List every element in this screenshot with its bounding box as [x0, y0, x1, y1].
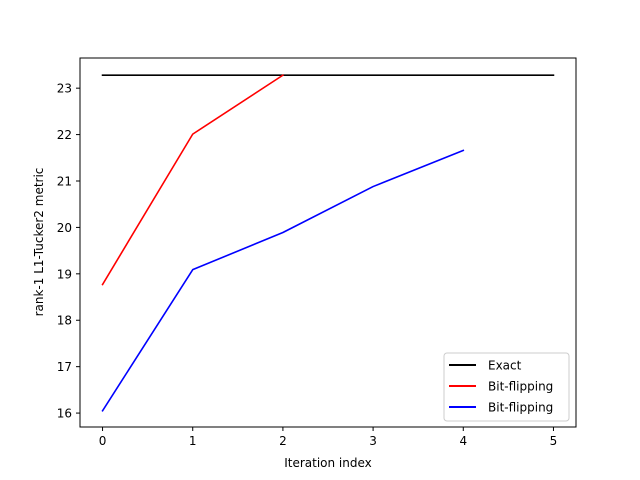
legend: Exact Bit-flipping Bit-flipping — [443, 352, 570, 422]
series-line-1 — [101, 74, 285, 286]
y-tick-label: 20 — [57, 221, 72, 235]
y-tick-label: 22 — [57, 128, 72, 142]
x-tick-label: 0 — [99, 434, 107, 448]
x-tick-label: 4 — [459, 434, 467, 448]
x-tick-label: 1 — [189, 434, 197, 448]
legend-label-bit-flipping-blue: Bit-flipping — [488, 401, 553, 415]
y-tick-label: 18 — [57, 314, 72, 328]
legend-label-exact: Exact — [488, 359, 522, 373]
series-line-2 — [101, 149, 465, 412]
plot-area-frame — [79, 57, 577, 428]
x-tick-label: 3 — [369, 434, 377, 448]
x-tick-label: 5 — [550, 434, 558, 448]
x-axis-label: Iteration index — [284, 456, 372, 470]
y-axis-ticks: 16 17 18 19 20 21 22 23 — [57, 82, 80, 421]
y-axis-label: rank-1 L1-Tucker2 metric — [32, 168, 46, 317]
legend-label-bit-flipping-red: Bit-flipping — [488, 380, 553, 394]
y-tick-label: 19 — [57, 267, 72, 281]
legend-box — [443, 352, 570, 422]
x-tick-label: 2 — [279, 434, 287, 448]
y-tick-label: 21 — [57, 175, 72, 189]
series-lines-layer — [101, 74, 555, 412]
x-axis-ticks: 0 1 2 3 4 5 — [99, 427, 558, 448]
y-tick-label: 16 — [57, 407, 72, 421]
y-tick-label: 17 — [57, 360, 72, 374]
y-tick-label: 23 — [57, 82, 72, 96]
